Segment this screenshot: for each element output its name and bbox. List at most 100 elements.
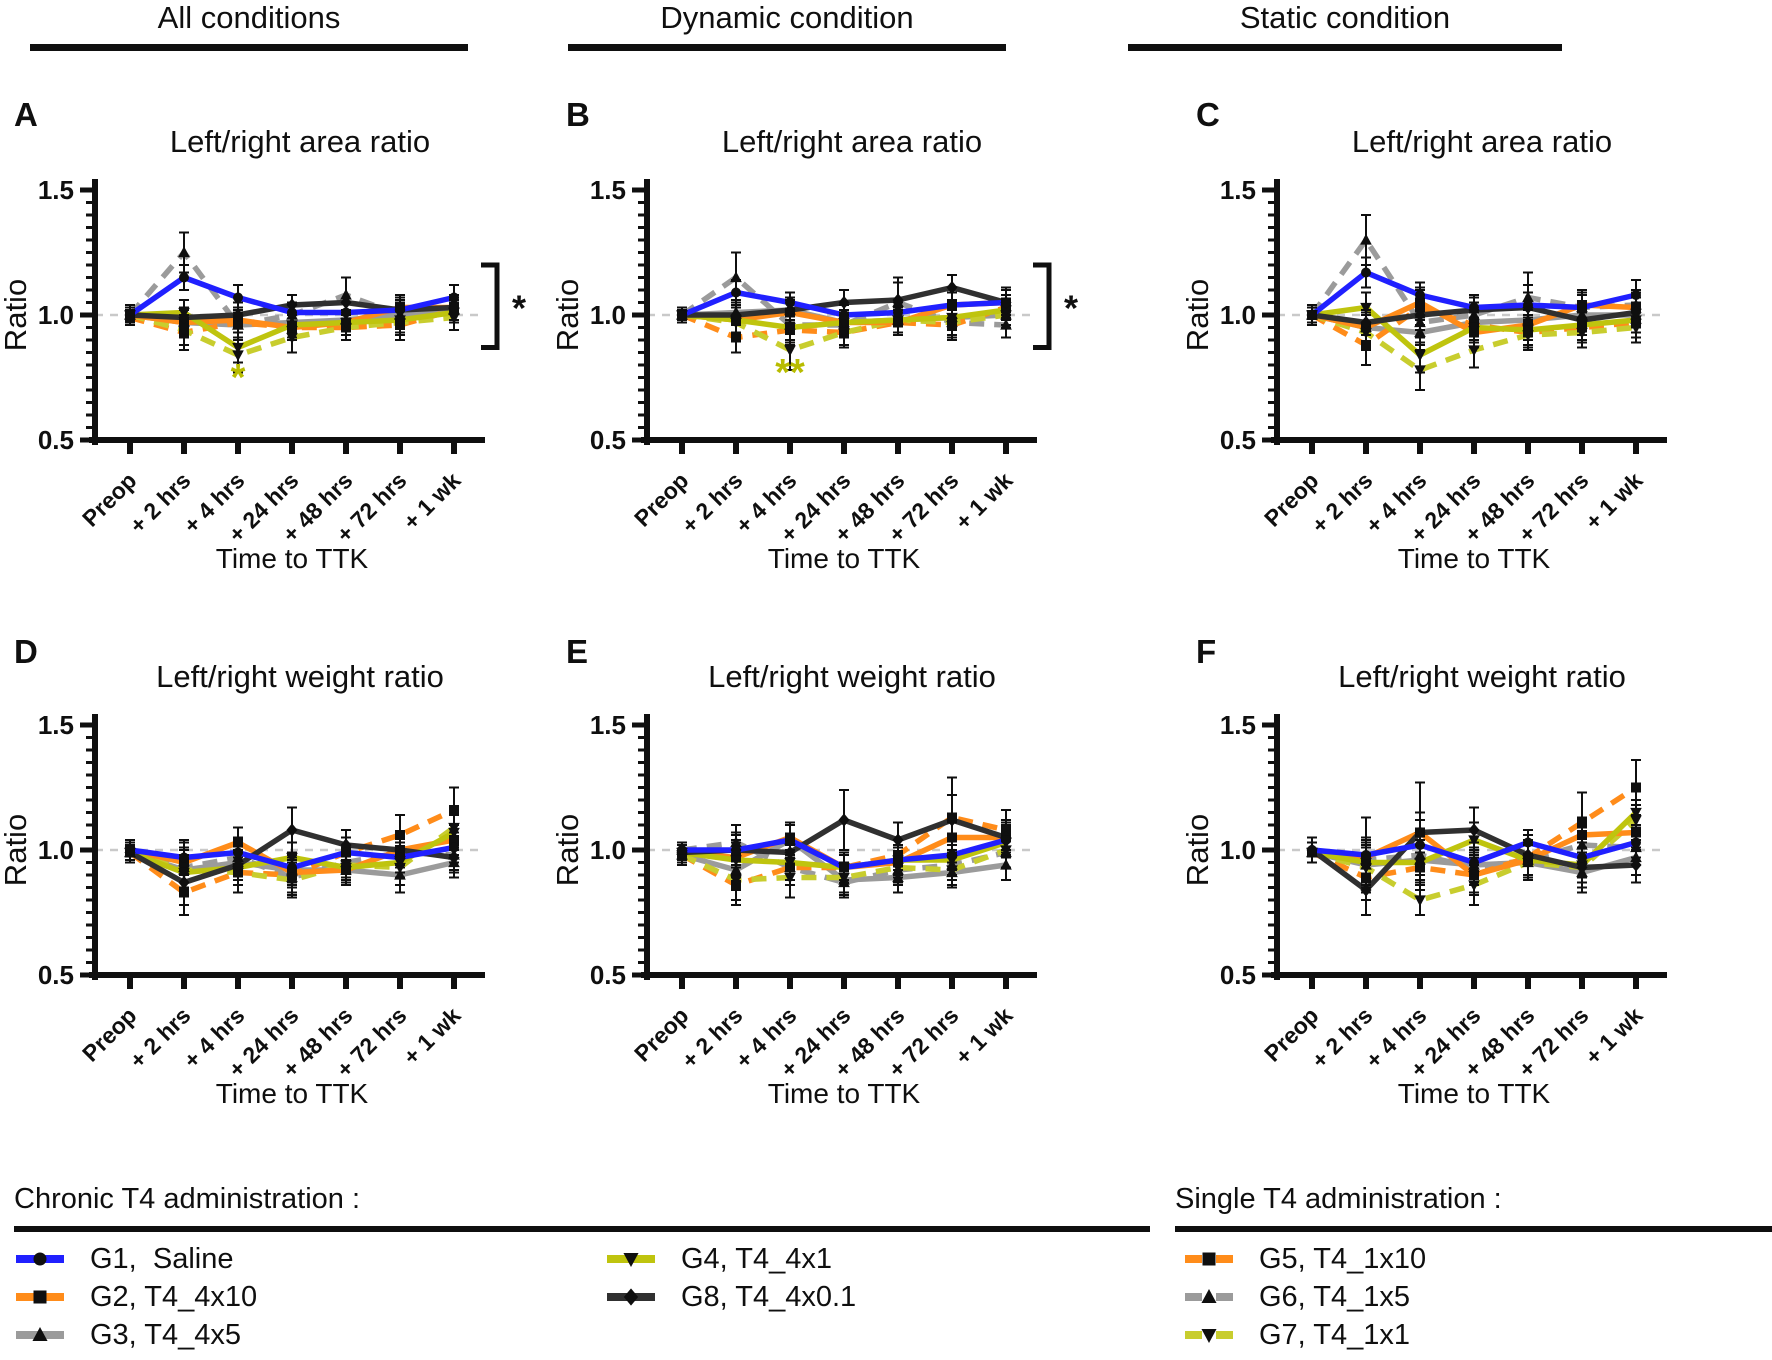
- y-tick-label: 1.5: [38, 710, 74, 740]
- legend-marker-G5: [1202, 1252, 1216, 1266]
- marker-G3: [1000, 858, 1012, 870]
- marker-G1: [341, 847, 351, 858]
- legend-item-G6: G6, T4_1x5: [1183, 1278, 1410, 1316]
- legend-label-G2: G2, T4_4x10: [90, 1280, 258, 1313]
- marker-G4: [1360, 302, 1372, 314]
- marker-G1: [287, 862, 297, 873]
- marker-G1: [893, 307, 903, 318]
- x-tick-label: + 1 wk: [398, 1002, 466, 1070]
- marker-G1: [287, 307, 297, 318]
- marker-G8: [838, 295, 850, 310]
- marker-G7: [1414, 895, 1426, 907]
- marker-G1: [179, 272, 189, 283]
- x-tick-label: + 1 wk: [1580, 467, 1648, 535]
- marker-G6: [178, 246, 190, 258]
- marker-G4: [448, 827, 460, 839]
- marker-G1: [395, 852, 405, 863]
- marker-G3: [1630, 851, 1642, 863]
- y-tick-label: 1.0: [590, 835, 626, 865]
- marker-G1: [1361, 267, 1371, 278]
- chart-title: Left/right weight ratio: [156, 659, 444, 694]
- legend-header-chronic: Chronic T4 administration :: [14, 1183, 361, 1215]
- panel-letter: A: [14, 96, 38, 133]
- marker-G5: [1361, 340, 1371, 350]
- marker-G1: [677, 310, 687, 320]
- significance-star: **: [775, 352, 805, 394]
- legend-marker-G6: [1201, 1288, 1217, 1303]
- marker-G8: [1360, 315, 1372, 330]
- marker-G2: [1415, 297, 1425, 308]
- legend-header-single: Single T4 administration :: [1175, 1183, 1502, 1215]
- marker-G1: [1001, 835, 1011, 845]
- legend-label-G6: G6, T4_1x5: [1259, 1280, 1411, 1313]
- marker-G1: [1361, 850, 1371, 860]
- panel-C: C Left/right area ratio Ratio Time to TTK 0…: [1182, 90, 1772, 610]
- marker-G8: [1414, 308, 1426, 322]
- marker-G7: [1630, 322, 1642, 334]
- header-underline-bar: [1128, 44, 1562, 51]
- legend-underline-single: [1175, 1226, 1772, 1232]
- legend-marker-G3: [32, 1326, 48, 1341]
- legend-label-G4: G4, T4_4x1: [681, 1242, 833, 1275]
- marker-G7: [1414, 365, 1426, 377]
- chart-title: Left/right weight ratio: [1338, 659, 1626, 694]
- y-axis-label: Ratio: [0, 279, 33, 351]
- legend-item-G8: G8, T4_4x0.1: [605, 1278, 856, 1316]
- marker-G4: [286, 320, 298, 332]
- header-underline-bar: [30, 44, 468, 51]
- legend-item-G3: G3, T4_4x5: [14, 1316, 241, 1354]
- marker-G2: [1577, 830, 1587, 840]
- marker-G1: [1577, 302, 1587, 313]
- marker-G4: [340, 317, 352, 329]
- legend-swatch-G2: [16, 1290, 64, 1304]
- marker-G4: [1468, 835, 1480, 847]
- legend-swatch-G6: [1185, 1288, 1233, 1303]
- marker-G1: [233, 292, 243, 303]
- marker-G4: [394, 315, 406, 327]
- y-tick-label: 1.0: [38, 835, 74, 865]
- marker-G4: [1360, 857, 1372, 869]
- y-tick-label: 1.0: [38, 300, 74, 330]
- marker-G7: [286, 332, 298, 344]
- marker-G4: [1630, 315, 1642, 327]
- marker-G6: [730, 271, 742, 283]
- x-axis-label: Time to TTK: [768, 543, 921, 574]
- marker-G6: [1576, 838, 1588, 850]
- marker-G7: [838, 872, 850, 884]
- marker-G4: [784, 857, 796, 869]
- marker-G6: [1000, 318, 1012, 330]
- y-tick-label: 1.5: [38, 175, 74, 205]
- marker-G2: [1523, 320, 1533, 330]
- y-tick-label: 1.0: [1220, 835, 1256, 865]
- marker-G3: [892, 871, 904, 883]
- panel-D-chart: Left/right weight ratio Ratio Time to TTK 0…: [0, 659, 485, 1109]
- marker-G7: [286, 875, 298, 887]
- y-tick-label: 0.5: [1220, 425, 1256, 455]
- legend-swatch-G3: [16, 1326, 64, 1341]
- marker-G1: [731, 845, 741, 855]
- marker-G8: [892, 293, 904, 307]
- marker-G7: [1000, 845, 1012, 857]
- legend-marker-G4: [623, 1253, 639, 1268]
- marker-G2: [233, 837, 243, 848]
- marker-G4: [730, 855, 742, 867]
- marker-G5: [179, 887, 189, 898]
- marker-G1: [341, 307, 351, 318]
- panel-letter: F: [1196, 633, 1217, 670]
- marker-G8: [1630, 858, 1642, 872]
- legend-underline-chronic: [14, 1226, 1150, 1232]
- marker-G4: [784, 322, 796, 334]
- legend-item-G2: G2, T4_4x10: [14, 1278, 257, 1316]
- marker-G6: [340, 288, 352, 300]
- marker-G8: [394, 843, 406, 857]
- y-tick-label: 0.5: [38, 960, 74, 990]
- marker-G4: [1630, 807, 1642, 819]
- legend-label-G7: G7, T4_1x1: [1259, 1318, 1411, 1351]
- marker-G7: [178, 325, 190, 337]
- x-axis-label: Time to TTK: [1398, 543, 1551, 574]
- y-tick-label: 1.5: [590, 710, 626, 740]
- marker-G8: [1468, 823, 1480, 837]
- significance-bracket: [1033, 262, 1052, 350]
- marker-G8: [1576, 860, 1588, 875]
- legend-marker-G7: [1201, 1329, 1217, 1344]
